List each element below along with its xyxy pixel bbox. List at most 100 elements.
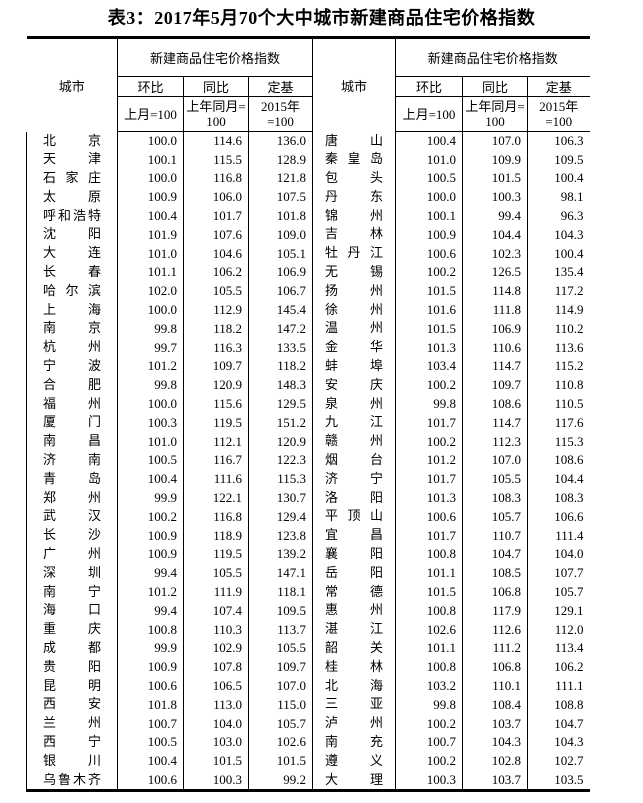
city-cell: 厦门 [26,413,118,433]
fixed-base-cell: 102.7 [554,753,584,769]
city-cell: 福州 [26,394,118,414]
mom-cell: 99.8 [395,695,463,715]
mom-cell: 101.2 [117,357,184,376]
city-cell: 青岛 [26,469,118,489]
city-cell: 湛江 [312,620,396,640]
city-name: 银川 [43,752,101,768]
city-cell: 泸州 [312,714,396,733]
table-row: 沈阳 101.9 107.6 109.0 吉林 100.9 104.4 104.3 [26,225,590,245]
city-name: 韶关 [325,640,383,656]
mom-cell: 100.4 [117,469,184,489]
fixed-base-cell: 130.7 [248,488,313,508]
mom-cell: 101.3 [395,488,463,508]
mom-cell: 99.7 [117,338,184,358]
mom-cell: 100.4 [395,131,463,151]
city-cell: 宜昌 [312,526,396,546]
table-row: 深圳 99.4 105.5 147.1 岳阳 101.1 108.5 107.7 [26,563,590,583]
yoy-cell: 112.9 [183,300,249,320]
city-cell: 金华 [312,338,396,358]
yoy-cell: 103.7 [462,770,528,791]
fixed-base-cell: 110.8 [554,377,584,393]
city-cell: 温州 [312,319,396,339]
city-cell: 武汉 [26,507,118,527]
yoy-cell: 103.0 [183,733,249,752]
city-name: 郑州 [43,489,101,505]
yoy-cell: 107.8 [183,657,249,677]
mom-cell: 100.0 [117,300,184,320]
fixed-base-cell: 114.9 [554,302,584,318]
city-cell: 太原 [26,187,118,207]
mom-cell: 99.8 [117,319,184,339]
city-name: 福州 [43,395,101,411]
yoy-cell: 103.7 [462,714,528,733]
mom-cell: 101.5 [395,582,463,602]
index-group-header: 新建商品住宅价格指数 [395,37,590,77]
city-cell: 昆明 [26,676,118,696]
city-name: 锦州 [325,207,383,223]
yoy-cell: 105.7 [462,507,528,527]
yoy-cell: 108.6 [462,394,528,414]
mom-cell: 99.4 [117,601,184,621]
fixed-base-cell: 104.0 [554,546,584,562]
yoy-cell: 104.0 [183,714,249,733]
fixed-base-cell: 148.3 [248,375,313,395]
yoy-cell: 99.4 [462,206,528,226]
city-cell: 乌鲁木齐 [26,770,118,791]
yoy-cell: 116.8 [183,507,249,527]
city-name: 深圳 [43,564,101,580]
mom-cell: 100.3 [117,413,184,433]
mom-cell: 100.6 [395,244,463,264]
city-name: 泉州 [325,395,383,411]
city-cell: 遵义 [312,751,396,771]
city-cell: 无锡 [312,263,396,282]
city-name: 九江 [325,414,383,430]
mom-base-header: 上月=100 [117,96,184,132]
fixed-base-cell: 118.2 [248,357,313,376]
yoy-cell: 113.0 [183,695,249,715]
mom-cell: 100.9 [117,187,184,207]
city-cell: 济宁 [312,469,396,489]
yoy-cell: 107.6 [183,225,249,245]
fixed-base-cell: 104.3 [554,734,584,750]
fixed-base-cell: 106.2 [554,659,584,675]
city-column-header: 城市 [26,37,118,132]
yoy-cell: 106.8 [462,657,528,677]
yoy-cell: 115.6 [183,394,249,414]
table-row: 昆明 100.6 106.5 107.0 北海 103.2 110.1 111.1 [26,676,590,696]
mom-cell: 101.8 [117,695,184,715]
table-row: 大连 101.0 104.6 105.1 牡丹江 100.6 102.3 100.4 [26,244,590,264]
table-body: 北京 100.0 114.6 136.0 唐山 100.4 107.0 106.3 天津 100.… [26,131,590,791]
yoy-cell: 114.7 [462,357,528,376]
mom-cell: 100.0 [117,394,184,414]
table-row: 兰州 100.7 104.0 105.7 泸州 100.2 103.7 104.7 [26,714,590,733]
city-name: 宜昌 [325,527,383,543]
city-name: 包头 [325,170,383,186]
mom-cell: 100.9 [117,657,184,677]
city-cell: 泉州 [312,394,396,414]
city-name: 三亚 [325,696,383,712]
mom-cell: 100.6 [395,507,463,527]
mom-cell: 100.1 [395,206,463,226]
header-row-measures: 环比 同比 定基 环比 同比 定基 [27,76,590,97]
fixed-base-cell: 135.4 [554,264,584,280]
mom-cell: 100.2 [395,375,463,395]
table-row: 济南 100.5 116.7 122.3 烟台 101.2 107.0 108.6 [26,451,590,470]
mom-cell: 103.2 [395,676,463,696]
yoy-cell: 120.9 [183,375,249,395]
city-name: 大理 [325,771,383,787]
city-cell: 长春 [26,263,118,282]
city-name: 武汉 [43,508,101,524]
city-name: 赣州 [325,433,383,449]
city-name: 襄阳 [325,546,383,562]
yoy-cell: 102.8 [462,751,528,771]
mom-cell: 101.1 [395,563,463,583]
table-row: 成都 99.9 102.9 105.5 韶关 101.1 111.2 113.4 [26,639,590,658]
fixed-base-cell: 104.3 [554,226,584,242]
fixed-base-cell: 147.1 [248,563,313,583]
yoy-cell: 117.9 [462,601,528,621]
fixed-base-cell: 117.2 [554,283,584,299]
yoy-cell: 118.9 [183,526,249,546]
yoy-cell: 109.9 [462,150,528,170]
city-cell: 包头 [312,169,396,188]
